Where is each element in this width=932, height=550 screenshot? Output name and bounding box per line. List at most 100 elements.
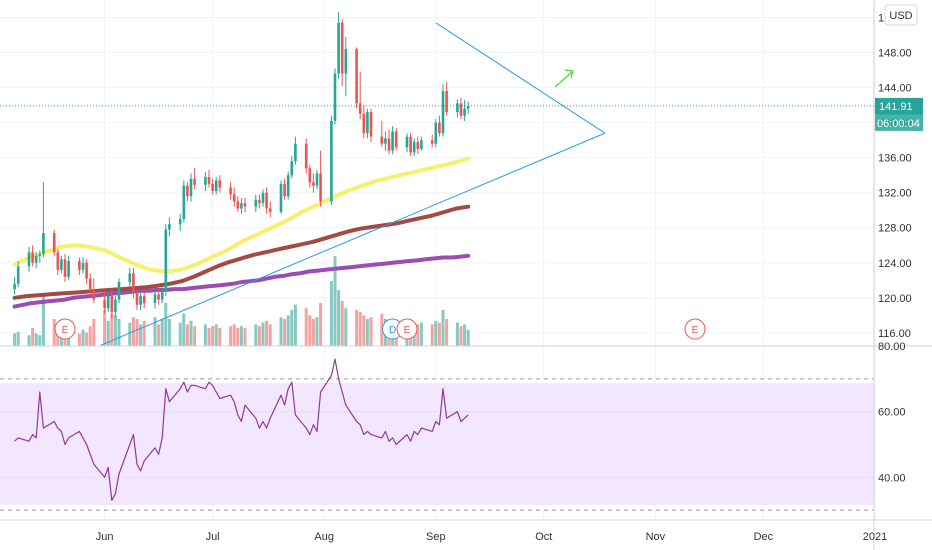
volume-bar	[218, 328, 222, 346]
event-label: E	[404, 325, 411, 336]
candle-body	[168, 224, 171, 230]
candle-body	[117, 282, 121, 300]
candle-body	[27, 252, 31, 267]
volume-bar	[185, 324, 189, 346]
volume-bar	[189, 320, 193, 346]
candle-body	[128, 273, 132, 283]
time-tick-label: Dec	[754, 531, 774, 543]
volume-bar	[193, 326, 197, 346]
volume-bar	[265, 320, 269, 346]
candle-body	[286, 175, 290, 197]
candle-body	[308, 168, 312, 183]
volume-bar	[355, 310, 359, 346]
candle-body	[211, 183, 214, 191]
candle-body	[232, 194, 236, 202]
candle-body	[337, 22, 340, 74]
volume-bar	[315, 317, 319, 346]
candle-body	[416, 141, 420, 149]
volume-bar	[380, 313, 384, 346]
candle-body	[391, 131, 394, 151]
candle-body	[420, 140, 423, 149]
candle-body	[52, 233, 56, 253]
event-marker	[396, 318, 418, 340]
volume-bar	[182, 313, 186, 346]
time-tick-label: Jul	[206, 531, 220, 543]
volume-bar	[113, 315, 117, 346]
rsi-line	[14, 358, 469, 501]
candle-body	[387, 138, 391, 151]
volume-bar	[268, 324, 272, 346]
event-label: D	[389, 325, 396, 336]
volume-bar	[16, 331, 20, 346]
ma-fast-line	[12, 156, 471, 274]
candle-body	[38, 254, 42, 256]
price-tick-label: 132.00	[878, 188, 912, 200]
volume-bar	[13, 333, 17, 346]
candle-body	[409, 136, 412, 153]
volume-bar	[135, 319, 139, 346]
candle-body	[160, 290, 164, 300]
candle-body	[294, 143, 297, 162]
candle-body	[236, 201, 240, 209]
candle-body	[56, 252, 60, 270]
candle-body	[434, 122, 438, 144]
candle-body	[340, 22, 344, 74]
candle-body	[466, 105, 470, 109]
currency-button[interactable]: USD	[884, 4, 918, 26]
candle-body	[394, 131, 398, 148]
volume-bar	[164, 302, 168, 346]
candle-body	[114, 299, 117, 312]
candle-body	[164, 229, 168, 291]
volume-bar	[283, 319, 287, 346]
price-axis[interactable]: 152.00148.00144.00140.00136.00132.00128.…	[878, 13, 912, 340]
trend-line-resistance	[435, 22, 606, 134]
candle-body	[157, 294, 160, 300]
candle-body	[16, 266, 20, 284]
price-tick-label: 124.00	[878, 258, 912, 270]
candle-body	[362, 113, 366, 134]
candle-body	[330, 120, 333, 202]
price-tick-label: 116.00	[878, 328, 911, 340]
volume-bar	[243, 328, 247, 346]
volume-bar	[279, 317, 283, 346]
candle-body	[207, 176, 211, 184]
time-tick-label: Aug	[314, 531, 334, 543]
time-tick-label: Sep	[426, 531, 446, 543]
trend-lines[interactable]	[100, 22, 606, 346]
candle-body	[258, 199, 261, 204]
volume-bar	[261, 322, 265, 346]
volume-bar	[106, 320, 110, 346]
price-tick-label: 128.00	[878, 223, 912, 235]
candle-body	[279, 183, 283, 212]
volume-bar	[34, 333, 38, 346]
time-tick-label: Jun	[96, 531, 114, 543]
time-axis[interactable]: Jun Jul Aug Sep Oct Nov Dec 2021	[96, 531, 888, 543]
volume-bar	[85, 332, 89, 346]
volume-bar	[110, 313, 114, 346]
candle-body	[456, 103, 459, 113]
volume-bar	[139, 324, 143, 346]
candle-body	[358, 103, 362, 114]
rsi-axis[interactable]: 80.00 60.00 40.00	[878, 341, 906, 484]
candle-body	[132, 273, 135, 293]
volume-bar	[441, 310, 445, 346]
candle-body	[31, 252, 34, 263]
volume-bar	[416, 324, 420, 346]
candle-body	[85, 262, 88, 279]
candle-body	[178, 218, 182, 225]
volume-bar	[304, 308, 308, 346]
candle-body	[261, 192, 265, 204]
candle-body	[103, 299, 106, 309]
volume-bar	[41, 296, 45, 346]
candle-body	[92, 289, 96, 300]
candle-body	[189, 178, 193, 197]
volume-bar	[27, 335, 31, 346]
candle-body	[430, 140, 434, 144]
volume-bar	[257, 326, 261, 346]
volume-bar	[286, 315, 290, 346]
volume-bar	[88, 326, 92, 346]
volume-bar	[229, 326, 233, 346]
candle-body	[106, 296, 110, 309]
